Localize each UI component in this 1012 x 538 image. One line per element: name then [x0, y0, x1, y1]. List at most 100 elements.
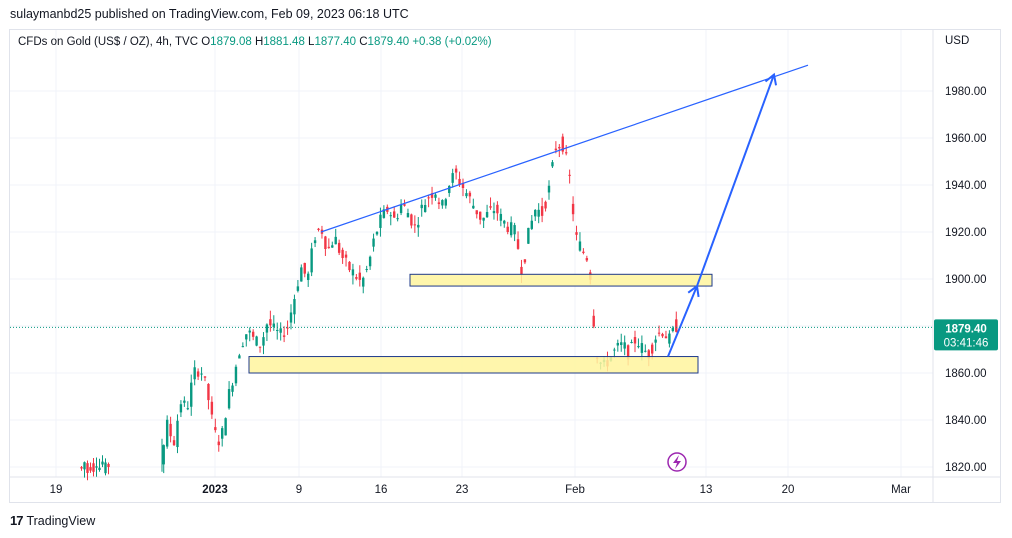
candle-body: [496, 204, 499, 214]
candle-body: [592, 315, 595, 327]
close-label: C: [359, 36, 368, 48]
candle-body: [393, 211, 396, 218]
candle-body: [80, 467, 83, 469]
brand-name: TradingView: [26, 513, 96, 528]
candle-body: [98, 467, 101, 470]
candle-body: [561, 136, 564, 152]
price-tick-label: 1840.00: [945, 415, 987, 427]
candle-body: [547, 185, 551, 193]
candle-body: [382, 209, 386, 218]
candle-body: [565, 152, 568, 154]
candle-body: [417, 224, 420, 228]
price-tick-label: 1980.00: [945, 86, 987, 98]
candle-body: [272, 323, 275, 327]
tradingview-logo[interactable]: 17 TradingView: [10, 513, 95, 528]
candle-body: [224, 418, 227, 436]
candle-body: [571, 203, 575, 215]
chart-frame: [9, 29, 1001, 503]
high-label: H: [254, 36, 264, 48]
candle-body: [671, 327, 675, 332]
candle-body: [530, 220, 533, 229]
close-value: 1879.40: [367, 36, 410, 48]
candle-body: [307, 273, 310, 280]
candle-body: [296, 286, 300, 291]
candle-body: [344, 254, 348, 258]
candle-body: [300, 267, 303, 282]
last-price-badge: [934, 319, 998, 351]
candle-body: [89, 467, 92, 471]
price-tick-label: 1820.00: [945, 462, 987, 474]
candle-body: [165, 419, 169, 447]
candle-body: [582, 251, 585, 253]
candle-body: [554, 148, 558, 151]
candle-body: [92, 463, 95, 472]
candle-body: [183, 400, 186, 403]
candle-body: [293, 299, 296, 315]
candle-body: [633, 337, 637, 344]
candle-body: [516, 239, 520, 249]
candle-body: [534, 209, 537, 217]
candle-body: [668, 333, 671, 344]
candle-body: [506, 226, 509, 232]
countdown-value: 03:41:46: [944, 337, 989, 349]
candle-body: [282, 335, 286, 337]
candle-body: [623, 342, 626, 349]
candle-body: [585, 258, 589, 261]
candle-body: [179, 404, 183, 413]
candle-body: [238, 355, 241, 359]
candle-body: [664, 336, 668, 339]
candle-body: [441, 200, 444, 206]
time-tick-label: 19: [50, 484, 63, 496]
candle-body: [348, 261, 351, 271]
candle-body: [241, 346, 245, 348]
candle-body: [499, 213, 503, 221]
candle-body: [334, 236, 337, 245]
candle-body: [186, 408, 189, 410]
candle-body: [341, 249, 344, 259]
last-price-value: 1879.40: [945, 323, 987, 335]
candle-body: [437, 202, 441, 205]
candle-body: [104, 462, 107, 474]
trendline[interactable]: [320, 64, 809, 233]
candle-body: [503, 220, 506, 224]
candle-body: [210, 401, 214, 415]
symbol-legend: CFDs on Gold (US$ / OZ), 4h, TVC O1879.0…: [18, 36, 492, 48]
candle-body: [644, 350, 647, 352]
candle-body: [95, 466, 98, 468]
candle-body: [513, 225, 516, 235]
candle-body: [523, 259, 527, 263]
tradingview-icon: 17: [10, 513, 24, 528]
open-label: O: [201, 36, 211, 48]
arrowhead-icon: [764, 72, 778, 86]
candle-body: [575, 232, 578, 235]
time-tick-label: 9: [296, 484, 302, 496]
candle-body: [640, 343, 644, 353]
support-zone[interactable]: [248, 356, 699, 374]
candle-body: [190, 382, 193, 407]
support-zone[interactable]: [409, 273, 713, 287]
candle-body: [434, 194, 437, 198]
projection-path[interactable]: [667, 74, 775, 357]
candle-body: [286, 327, 289, 329]
candle-body: [458, 178, 461, 185]
candle-body: [279, 328, 282, 333]
candle-body: [217, 441, 220, 446]
time-tick-label: Feb: [565, 484, 585, 496]
arrowhead-icon: [687, 284, 700, 298]
candle-body: [410, 214, 413, 226]
candle-body: [365, 269, 368, 271]
candle-body: [654, 339, 657, 343]
candle-body: [675, 319, 678, 332]
candle-body: [196, 371, 200, 377]
candle-body: [468, 192, 472, 197]
price-tick-label: 1860.00: [945, 368, 987, 380]
candle-body: [372, 238, 375, 247]
candle-body: [657, 332, 661, 334]
candle-body: [269, 319, 272, 326]
candle-body: [101, 461, 104, 465]
candle-body: [651, 344, 654, 354]
candle-body: [568, 174, 571, 176]
publish-line: sulaymanbd25 published on TradingView.co…: [10, 7, 409, 21]
candle-body: [193, 367, 196, 380]
